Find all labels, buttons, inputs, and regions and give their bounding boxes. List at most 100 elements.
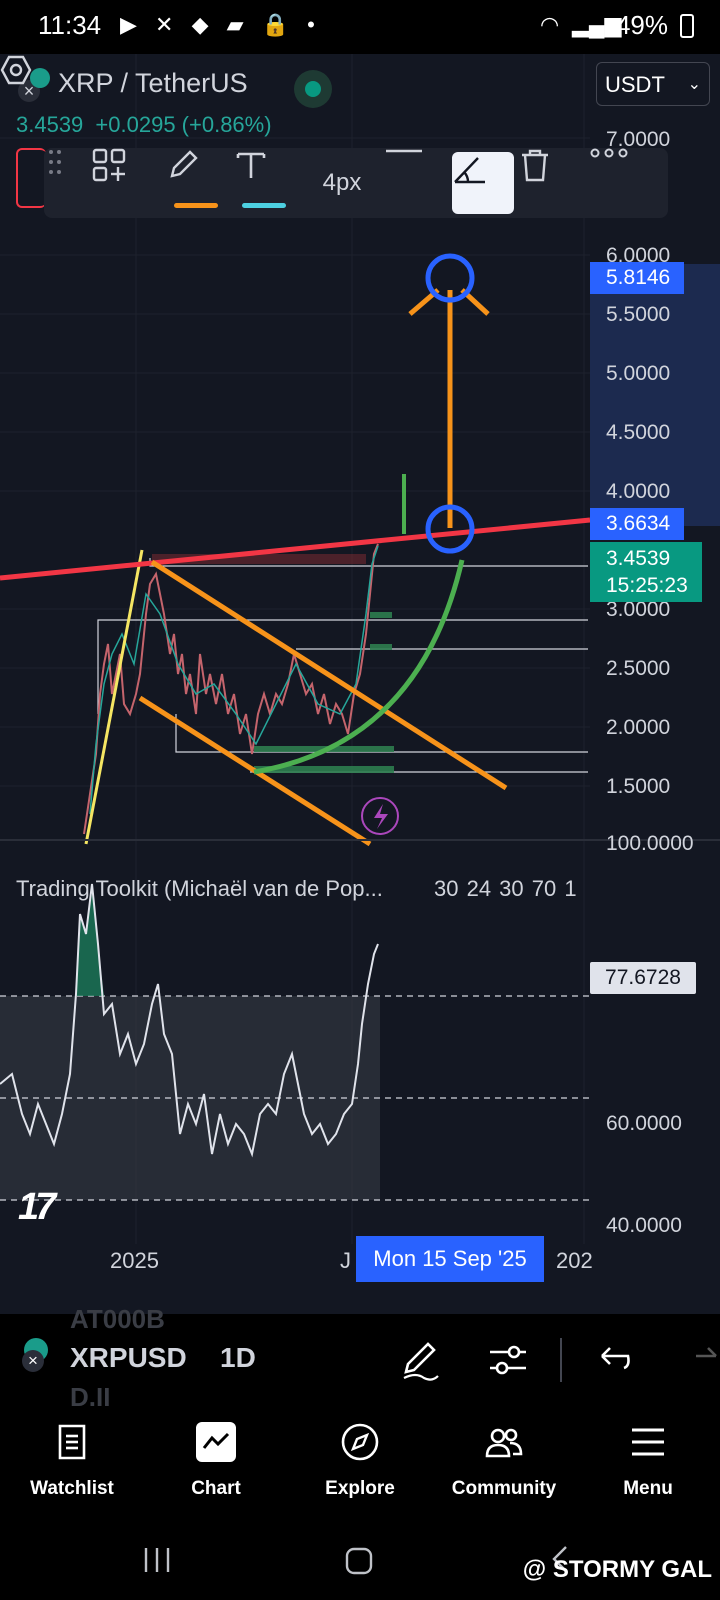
time-tick: 2025 <box>110 1248 159 1273</box>
resistance-zone <box>152 554 366 564</box>
xrp-logo-icon <box>30 68 50 88</box>
last-price: 3.4539 <box>16 112 84 137</box>
price-tick: 3.0000 <box>606 598 671 621</box>
price-tick: 4.5000 <box>606 421 671 444</box>
symbol-name[interactable]: XRPUSD <box>70 1342 187 1373</box>
bar-countdown: 15:25:23 <box>606 574 688 597</box>
text-icon <box>236 152 266 178</box>
indicator-tick: 60.0000 <box>606 1112 682 1135</box>
target-zone <box>590 264 720 526</box>
interval-button[interactable]: 1D <box>220 1342 256 1373</box>
add-to-favorites-icon[interactable] <box>92 148 152 218</box>
price-series <box>83 543 379 835</box>
yellow-trendline <box>84 549 144 845</box>
text-color-button[interactable] <box>234 148 294 218</box>
indicator-title[interactable]: Trading Toolkit (Michaël van de Pop... <box>16 876 383 901</box>
nav-menu[interactable]: Menu <box>576 1410 720 1524</box>
symbol-bar: AT000B D.II × XRPUSD 1D <box>0 1304 720 1412</box>
angle-tool-button[interactable] <box>452 152 514 214</box>
symbol-title[interactable]: XRP / TetherUS <box>58 68 248 98</box>
text-color-swatch <box>242 203 286 208</box>
nav-watchlist[interactable]: Watchlist <box>0 1410 144 1524</box>
channel-upper-line <box>150 559 508 791</box>
chart-icon <box>196 1422 236 1462</box>
system-navigation-bar <box>0 1524 720 1600</box>
redo-icon[interactable] <box>692 1344 720 1374</box>
time-tick: 202 <box>556 1248 593 1273</box>
horizontal-levels <box>97 558 588 773</box>
indicator-params: 30 24 30 70 1 <box>434 876 577 901</box>
close-icon[interactable]: × <box>22 1350 44 1372</box>
price-tick: 2.0000 <box>606 716 671 739</box>
target-circle <box>425 253 475 303</box>
breakout-circle <box>425 504 475 554</box>
compass-icon <box>341 1423 379 1461</box>
line-style-icon <box>386 149 422 153</box>
line-thickness-button[interactable]: 4px <box>322 169 362 196</box>
back-icon[interactable] <box>550 1544 570 1574</box>
market-status-icon[interactable] <box>294 70 332 108</box>
time-tick: J <box>340 1248 351 1273</box>
price-tick: 5.0000 <box>606 362 671 385</box>
price-tick: 4.0000 <box>606 480 671 503</box>
price-tick: 1.5000 <box>606 775 671 798</box>
pen-color-button[interactable] <box>166 148 226 218</box>
currency-select[interactable]: USDT ⌄ <box>596 62 710 106</box>
drag-handle-icon[interactable] <box>48 148 84 218</box>
crosshair-date: Mon 15 Sep '25 <box>356 1236 544 1282</box>
chevron-down-icon: ⌄ <box>687 76 701 93</box>
pen-color-swatch <box>174 203 218 208</box>
undo-icon[interactable] <box>598 1344 632 1374</box>
drawing-tools-icon[interactable] <box>400 1338 440 1382</box>
settings-gear-icon[interactable] <box>0 54 32 86</box>
ghost-text: AT000B <box>70 1304 165 1334</box>
line-price-label: 3.6634 <box>590 508 684 540</box>
chart-canvas[interactable] <box>0 54 720 1314</box>
status-bar: 11:34 ▶ ✕ ◆ ▰ 🔒 • ◠ ▂▄▆ 49% <box>0 0 720 54</box>
wifi-icon: ◠ <box>540 12 560 37</box>
indicators-icon[interactable] <box>488 1340 528 1380</box>
target-price-label: 5.8146 <box>590 262 684 294</box>
battery-percent: 49% <box>615 10 668 40</box>
indicator-top-value: 100.0000 <box>606 832 694 855</box>
recent-apps-icon[interactable] <box>142 1546 172 1574</box>
indicator-current-value: 77.6728 <box>590 962 696 994</box>
more-options-icon[interactable] <box>590 148 656 218</box>
divider <box>560 1338 562 1382</box>
indicator-tick: 40.0000 <box>606 1214 682 1237</box>
nav-chart[interactable]: Chart <box>144 1410 288 1524</box>
battery-icon <box>680 14 694 38</box>
sell-button-edge[interactable] <box>16 148 46 208</box>
green-curve <box>253 559 465 775</box>
drawing-toolbar: 4px <box>44 148 668 218</box>
community-icon <box>485 1428 523 1458</box>
line-style-button[interactable] <box>384 148 444 218</box>
nav-explore[interactable]: Explore <box>288 1410 432 1524</box>
lightning-icon <box>361 797 399 835</box>
status-notification-icons: ▶ ✕ ◆ ▰ 🔒 • <box>120 12 321 37</box>
current-price-label: 3.4539 15:25:23 <box>590 542 702 602</box>
trash-icon <box>522 149 548 182</box>
status-time: 11:34 <box>38 10 102 40</box>
tradingview-logo: 17 <box>18 1186 56 1228</box>
red-resistance-line <box>0 517 591 581</box>
price-tick: 5.5000 <box>606 303 671 326</box>
watchlist-icon <box>58 1424 86 1460</box>
rsi-line <box>0 883 379 1158</box>
angle-icon <box>454 157 485 184</box>
signal-icon: ▂▄▆ <box>572 12 622 37</box>
price-tick: 2.5000 <box>606 657 671 680</box>
menu-icon <box>632 1428 664 1456</box>
price-tick: 7.0000 <box>606 128 671 151</box>
watermark: @ STORMY GAL <box>522 1556 712 1583</box>
pencil-icon <box>170 150 198 178</box>
price-summary: 3.4539 +0.0295 (+0.86%) <box>16 112 272 138</box>
price-change: +0.0295 (+0.86%) <box>95 112 272 137</box>
nav-community[interactable]: Community <box>432 1410 576 1524</box>
delete-button[interactable] <box>520 148 580 218</box>
ghost-text: D.II <box>70 1382 111 1412</box>
home-icon[interactable] <box>344 1546 374 1576</box>
chart-area[interactable]: × XRP / TetherUS 3.4539 +0.0295 (+0.86%)… <box>0 54 720 1314</box>
price-tick: 6.0000 <box>606 244 671 267</box>
bottom-navigation: Watchlist Chart Explore Community Menu <box>0 1410 720 1524</box>
